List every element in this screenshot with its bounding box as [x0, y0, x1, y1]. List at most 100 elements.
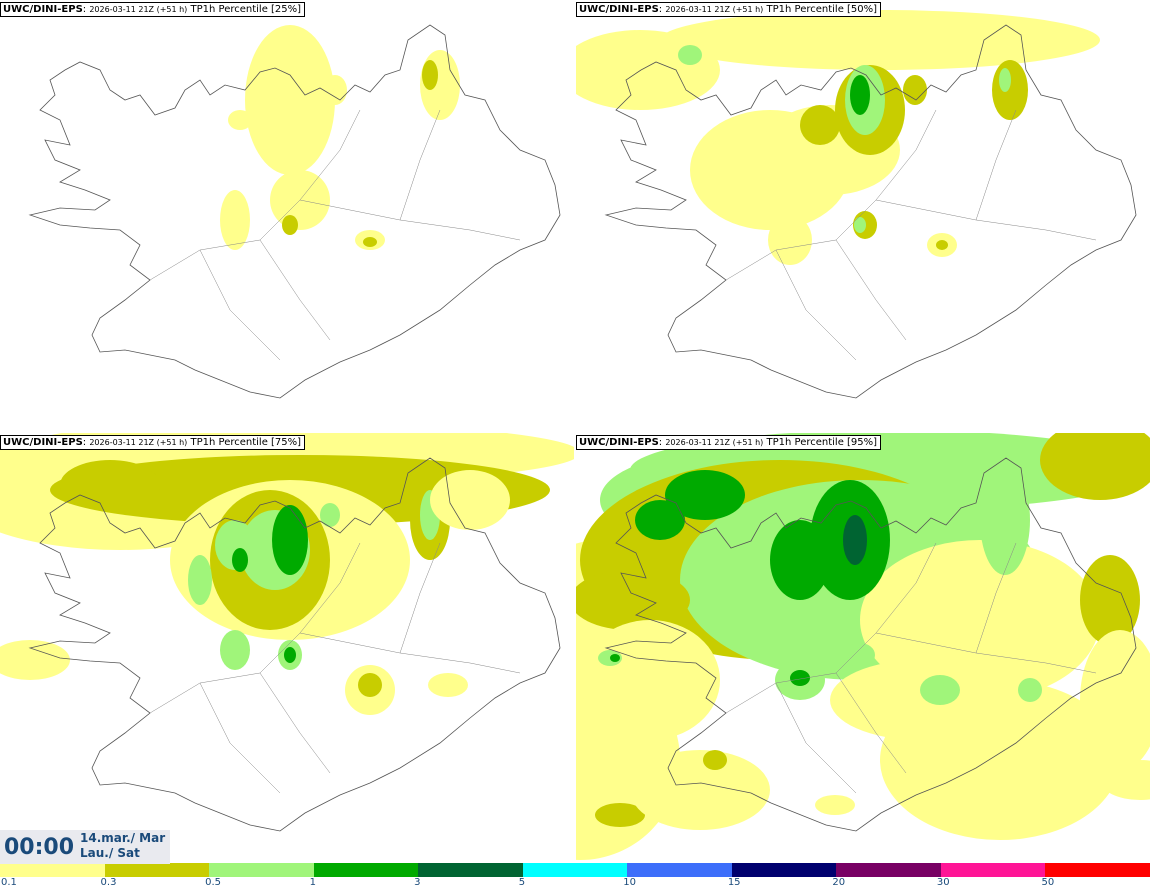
product-name: TP1h Percentile [25%]	[190, 4, 302, 15]
precip-contours	[576, 433, 1150, 860]
region-boundaries	[725, 542, 1097, 794]
region-boundaries	[149, 542, 521, 794]
model-name: UWC/DINI-EPS	[3, 437, 83, 448]
map-panel-p25: UWC/DINI-EPS: 2026-03-11 21Z (+51 h) TP1…	[0, 0, 574, 428]
precip-blob	[220, 190, 250, 250]
precip-blob	[768, 215, 812, 265]
precip-blob	[0, 640, 70, 680]
precip-blob	[854, 217, 866, 233]
colorbar-swatch	[418, 863, 524, 877]
precip-blob	[576, 570, 690, 630]
precip-contours	[0, 433, 574, 715]
precip-blob	[284, 647, 296, 663]
colorbar-tick-label: 15	[727, 877, 741, 888]
valid-date-line2: Lau./ Sat	[80, 846, 140, 860]
precip-blob	[1018, 678, 1042, 702]
colorbar-tick-label: 50	[1041, 877, 1055, 888]
map-p25	[28, 24, 561, 399]
precip-contours	[220, 25, 460, 250]
region-boundaries	[725, 109, 1097, 361]
run-time: 2026-03-11 21Z (+51 h)	[89, 5, 188, 14]
valid-date: 14.mar./ Mar Lau./ Sat	[80, 831, 165, 861]
precip-blob	[936, 240, 948, 250]
precip-blob	[422, 60, 438, 90]
precip-blob	[830, 660, 1010, 740]
colorbar-tick-label: 0.1	[1, 877, 17, 888]
precip-blob	[703, 750, 727, 770]
precip-blob	[430, 470, 510, 530]
precip-blob	[790, 670, 810, 686]
colorbar-swatch	[209, 863, 315, 877]
precip-blob	[60, 460, 160, 510]
model-name: UWC/DINI-EPS	[579, 4, 659, 15]
colorbar-tick-label: 10	[623, 877, 636, 888]
precip-blob	[999, 68, 1011, 92]
valid-time-box: 00:00 14.mar./ Mar Lau./ Sat	[0, 830, 170, 864]
colorbar-tick-label: 0.5	[205, 877, 221, 888]
panel-title-p75: UWC/DINI-EPS: 2026-03-11 21Z (+51 h) TP1…	[0, 435, 306, 450]
precip-contours	[576, 10, 1100, 265]
colorbar-swatch	[940, 863, 1046, 877]
colorbar-swatch	[1045, 863, 1150, 877]
model-name: UWC/DINI-EPS	[579, 437, 659, 448]
panel-title-p25: UWC/DINI-EPS: 2026-03-11 21Z (+51 h) TP1…	[0, 2, 306, 17]
coastline	[604, 457, 1137, 832]
colorbar-swatch	[313, 863, 419, 877]
precip-blob	[282, 215, 298, 235]
colorbar	[0, 863, 1150, 877]
colorbar-swatch	[627, 863, 733, 877]
precip-blob	[800, 105, 840, 145]
precip-blob	[272, 505, 308, 575]
colorbar-tick-label: 3	[414, 877, 421, 888]
precip-blob	[188, 555, 212, 605]
valid-date-line1: 14.mar./ Mar	[80, 831, 166, 845]
precip-blob	[660, 10, 1100, 70]
colorbar-swatch	[836, 863, 942, 877]
precip-blob	[678, 45, 702, 65]
map-panel-p95: UWC/DINI-EPS: 2026-03-11 21Z (+51 h) TP1…	[576, 433, 1150, 861]
run-time: 2026-03-11 21Z (+51 h)	[665, 5, 764, 14]
precip-blob	[358, 673, 382, 697]
map-p50	[576, 10, 1137, 399]
precip-blob	[815, 795, 855, 815]
panel-title-p50: UWC/DINI-EPS: 2026-03-11 21Z (+51 h) TP1…	[576, 2, 882, 17]
precip-blob	[665, 470, 745, 520]
precip-blob	[1080, 555, 1140, 645]
colorbar-tick-label: 30	[936, 877, 950, 888]
precip-blob	[228, 110, 252, 130]
colorbar-tick-label: 0.3	[100, 877, 117, 888]
precip-blob	[610, 654, 620, 662]
precip-blob	[320, 503, 340, 527]
precip-blob	[595, 803, 645, 827]
precip-blob	[850, 75, 870, 115]
run-time: 2026-03-11 21Z (+51 h)	[665, 438, 764, 447]
product-name: TP1h Percentile [95%]	[766, 437, 878, 448]
colorbar-tick-label: 1	[309, 877, 316, 888]
precip-blob	[1080, 630, 1150, 770]
precip-blob	[232, 548, 248, 572]
colorbar-swatch	[522, 863, 628, 877]
precip-blob	[1040, 433, 1150, 500]
precip-blob	[843, 515, 867, 565]
precip-blob	[428, 673, 468, 697]
map-panel-p75: UWC/DINI-EPS: 2026-03-11 21Z (+51 h) TP1…	[0, 433, 574, 861]
region-boundaries	[149, 109, 521, 361]
colorbar-swatch	[731, 863, 837, 877]
colorbar-tick-label: 5	[518, 877, 526, 888]
map-panel-p50: UWC/DINI-EPS: 2026-03-11 21Z (+51 h) TP1…	[576, 0, 1150, 428]
precip-blob	[245, 25, 335, 175]
panel-title-p95: UWC/DINI-EPS: 2026-03-11 21Z (+51 h) TP1…	[576, 435, 882, 450]
coastline	[28, 24, 561, 399]
map-p95	[576, 433, 1150, 860]
colorbar-swatch	[0, 863, 106, 877]
precip-blob	[363, 237, 377, 247]
precip-blob	[980, 465, 1030, 575]
precip-blob	[580, 620, 720, 740]
precip-blob	[323, 75, 347, 105]
model-name: UWC/DINI-EPS	[3, 4, 83, 15]
precip-blob	[992, 60, 1028, 120]
precip-blob	[1100, 760, 1150, 800]
run-time: 2026-03-11 21Z (+51 h)	[89, 438, 188, 447]
product-name: TP1h Percentile [50%]	[766, 4, 878, 15]
precip-blob	[920, 675, 960, 705]
